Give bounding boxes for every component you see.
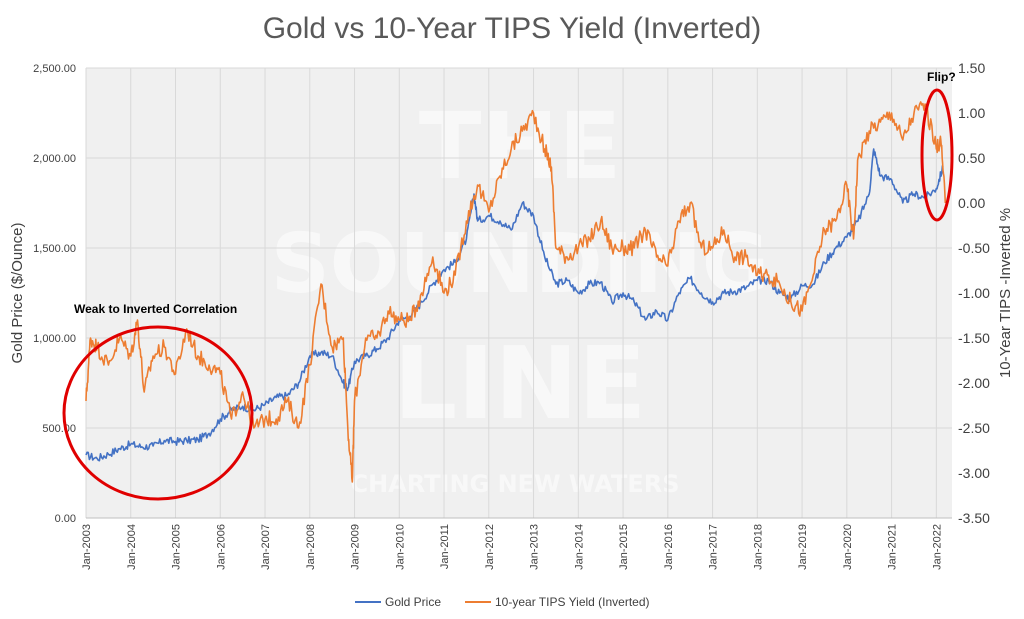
right-tick-label: -2.50 [958, 420, 990, 436]
right-tick-label: 0.00 [958, 195, 985, 211]
watermark-line-1: THE [419, 93, 622, 200]
series-layer [85, 101, 947, 483]
x-tick-label: Jan-2006 [215, 524, 227, 570]
right-tick-label: -0.50 [958, 240, 990, 256]
gridlines [85, 67, 952, 519]
x-tick-label: Jan-2010 [394, 524, 406, 570]
right-tick-label: 0.50 [958, 150, 985, 166]
x-tick-label: Jan-2004 [126, 524, 138, 570]
left-tick-label: 500.00 [42, 423, 76, 435]
legend-gold-label: Gold Price [385, 595, 441, 609]
x-tick-label: Jan-2011 [439, 524, 451, 569]
x-tick-label: Jan-2019 [797, 524, 809, 570]
x-tick-label: Jan-2021 [887, 524, 899, 570]
right-tick-label: -1.00 [958, 285, 990, 301]
x-tick-label: Jan-2008 [305, 524, 317, 570]
x-tick-label: Jan-2018 [752, 524, 764, 570]
circle-highlight-2003-2006 [62, 325, 254, 501]
x-tick-label: Jan-2022 [931, 524, 943, 570]
x-tick-label: Jan-2014 [573, 524, 585, 570]
left-tick-label: 0.00 [55, 513, 76, 525]
legend-tips-label: 10-year TIPS Yield (Inverted) [495, 595, 650, 609]
chart-title: Gold vs 10-Year TIPS Yield (Inverted) [262, 12, 762, 45]
legend: Gold Price 10-year TIPS Yield (Inverted) [355, 595, 650, 609]
x-tick-label: Jan-2012 [484, 524, 496, 570]
right-tick-label: -2.00 [958, 375, 990, 391]
circle-highlight-2022 [920, 88, 954, 222]
right-axis-title: 10-Year TIPS -Inverted % [997, 208, 1014, 378]
left-tick-label: 2,000.00 [33, 153, 76, 165]
x-tick-label: Jan-2017 [708, 524, 720, 570]
left-axis: 0.00 500.00 1,000.00 1,500.00 2,000.00 2,500.… [33, 63, 76, 525]
x-tick-label: Jan-2013 [529, 524, 541, 570]
annotation-flip: Flip? [927, 70, 956, 84]
x-tick-label: Jan-2005 [171, 524, 183, 570]
watermark-tagline: CHARTING NEW WATERS [350, 470, 679, 498]
x-axis: Jan-2003 Jan-2004 Jan-2005 Jan-2006 Jan-2007… [81, 517, 952, 570]
left-tick-label: 2,500.00 [33, 63, 76, 75]
left-axis-title: Gold Price ($/Ounce) [9, 223, 26, 364]
annotations: Weak to Inverted Correlation Flip? [62, 70, 956, 501]
series-tips-yield-line [85, 101, 947, 483]
x-tick-label: Jan-2003 [81, 524, 93, 570]
watermark: THE SOUNDING LINE CHARTING NEW WATERS [271, 93, 770, 498]
watermark-line-2: SOUNDING [271, 217, 770, 312]
right-tick-label: 1.00 [958, 105, 985, 121]
right-tick-label: -3.50 [958, 510, 990, 526]
x-tick-label: Jan-2009 [350, 524, 362, 570]
x-tick-label: Jan-2016 [663, 524, 675, 570]
right-tick-label: -1.50 [958, 330, 990, 346]
x-tick-label: Jan-2020 [842, 524, 854, 570]
right-tick-label: -3.00 [958, 465, 990, 481]
left-tick-label: 1,500.00 [33, 243, 76, 255]
watermark-line-3: LINE [394, 325, 647, 442]
x-tick-label: Jan-2007 [260, 524, 272, 570]
left-tick-label: 1,000.00 [33, 333, 76, 345]
annotation-weak-correlation: Weak to Inverted Correlation [74, 302, 237, 316]
x-tick-label: Jan-2015 [618, 524, 630, 570]
right-tick-label: 1.50 [958, 60, 985, 76]
right-axis: -3.50 -3.00 -2.50 -2.00 -1.50 -1.00 -0.50 0.00 0… [958, 60, 990, 526]
